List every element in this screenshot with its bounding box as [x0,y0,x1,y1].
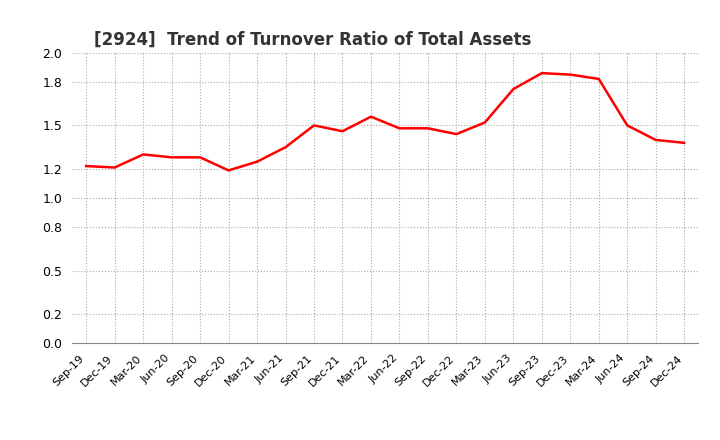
Text: [2924]  Trend of Turnover Ratio of Total Assets: [2924] Trend of Turnover Ratio of Total … [94,31,531,49]
